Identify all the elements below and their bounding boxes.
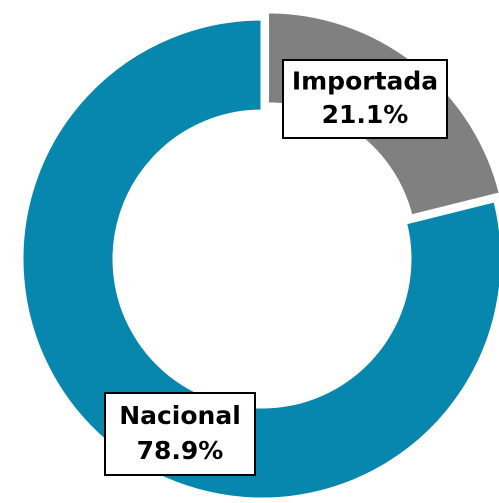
label-box (104, 392, 256, 476)
donut-slice (20, 17, 499, 501)
category-label: Nacional (119, 401, 241, 430)
category-label: Importada (292, 67, 438, 96)
value-label: 78.9% (137, 436, 224, 465)
label-box (282, 59, 448, 139)
value-label: 21.1% (322, 100, 409, 129)
